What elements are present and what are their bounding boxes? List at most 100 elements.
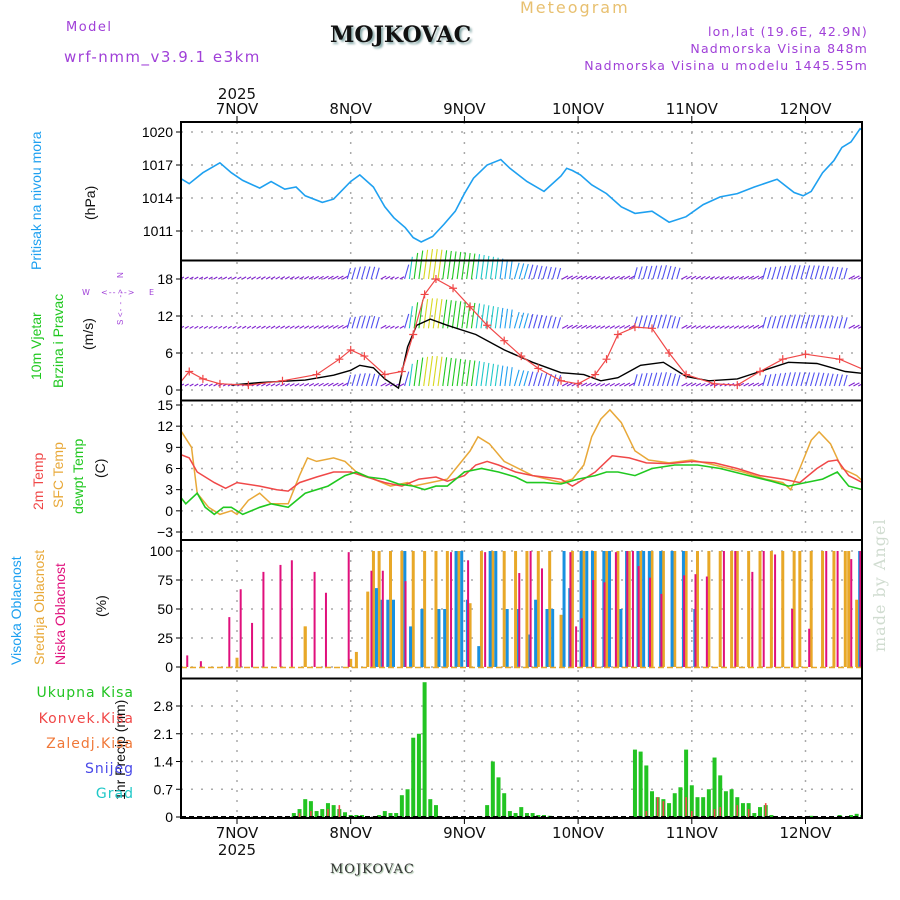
cloud-bar-low	[228, 617, 231, 667]
wind-arrow	[351, 316, 356, 329]
wind-arrow	[800, 265, 806, 280]
wind-arrow	[351, 374, 356, 387]
wind-arrow	[461, 301, 466, 329]
wind-arrow	[280, 325, 286, 329]
wind-arrow	[800, 372, 806, 387]
wind-arrow	[833, 316, 839, 329]
wind-arrow	[365, 266, 371, 280]
wind-arrow	[624, 382, 631, 387]
wind-arrow	[466, 252, 471, 280]
cloud-bar-mid	[792, 551, 796, 667]
y-tick-label: 1014	[142, 190, 173, 206]
precip-bar-total	[701, 797, 706, 817]
wind-arrow	[547, 373, 552, 387]
cloud-bar-high	[608, 551, 612, 667]
wind-arrow	[537, 265, 543, 280]
cloud-bar-low	[313, 571, 316, 667]
wind-arrow	[809, 372, 815, 387]
cloud-bar-high	[374, 588, 378, 667]
wind-arrow	[513, 311, 520, 329]
wind-arrow	[284, 276, 290, 280]
wind-arrow	[466, 359, 471, 387]
y-tick-label: 12	[157, 418, 173, 434]
gust-marker	[835, 355, 844, 364]
cloud-bar-high	[870, 551, 873, 667]
gust-marker	[682, 370, 691, 379]
precip-bar-total	[854, 813, 859, 817]
gust-marker	[557, 376, 566, 385]
day-label-bottom: 8NOV	[329, 824, 372, 842]
wind-arrow	[809, 265, 815, 280]
cloud-bar-high	[454, 551, 458, 667]
wind-arrow	[399, 325, 405, 329]
wind-arrow	[523, 263, 529, 280]
gust-marker	[778, 355, 787, 364]
cloud-bar-high	[585, 551, 589, 667]
cloud-bar-high	[579, 551, 583, 667]
wind-arrow	[198, 383, 204, 387]
wind-arrow	[752, 275, 760, 280]
precip-bar-convective	[327, 809, 329, 817]
wind-arrow	[480, 304, 485, 329]
cloud-bar-mid	[730, 551, 734, 667]
wind-arrow	[189, 383, 194, 387]
wind-arrow	[690, 325, 697, 329]
wind-arrow	[284, 383, 290, 387]
precip-bar-total	[519, 807, 524, 817]
cloud-bar-low	[262, 571, 265, 667]
wind-arrow	[432, 356, 438, 387]
wind-arrow	[451, 358, 457, 387]
wind-arrow	[475, 361, 481, 387]
precip-bar-convective	[691, 811, 693, 817]
gust-marker	[733, 381, 742, 390]
wind-arrow	[256, 276, 261, 280]
cloud-bar-low	[199, 661, 202, 667]
cloud-bar-low	[529, 551, 532, 667]
wind-arrow	[299, 325, 305, 329]
wind-arrow	[700, 325, 706, 329]
wind-arrow	[189, 325, 194, 329]
precip-bar-total	[536, 815, 541, 817]
wind-arrow	[686, 275, 692, 280]
precip-bar-total	[422, 682, 427, 817]
cloud-bars	[186, 551, 873, 667]
wind-arrow	[351, 267, 356, 280]
day-label-bottom: 11NOV	[666, 824, 719, 842]
wind-arrow	[642, 372, 648, 387]
y-tick-label: 6	[165, 345, 173, 361]
wind-arrow	[294, 325, 300, 329]
wind-arrow	[203, 276, 209, 280]
gust-marker	[591, 370, 600, 379]
wind-arrow	[370, 373, 376, 387]
wind-arrow	[194, 325, 199, 329]
wind-arrow	[518, 312, 525, 329]
cloud-bar-high	[551, 609, 555, 667]
wind-arrow	[380, 275, 387, 280]
cloud-bar-mid	[349, 658, 353, 667]
cloud-bar-mid	[445, 551, 449, 667]
cloud-bar-mid	[468, 603, 472, 667]
cloud-bar-low	[626, 551, 629, 667]
wind-arrow	[390, 325, 395, 329]
wind-arrow	[442, 250, 448, 280]
wind-arrow	[657, 372, 663, 387]
y-tick-label: 2.8	[154, 698, 174, 714]
cloud-bar-low	[660, 593, 663, 667]
cloud-bar-mid	[735, 551, 739, 667]
wind-arrow	[829, 373, 834, 387]
wind-arrow	[275, 383, 281, 387]
y-tick-label: 75	[157, 572, 173, 588]
wind-arrow	[265, 276, 271, 280]
wind-arrow	[771, 316, 777, 329]
cloud-bar-low	[370, 570, 373, 667]
wind-arrow	[385, 275, 391, 280]
gust-marker	[431, 275, 440, 283]
cloud-bar-low	[791, 609, 794, 667]
cloud-bar-mid	[605, 551, 609, 667]
cloud-bar-mid	[781, 551, 785, 667]
wind-arrow	[346, 267, 351, 280]
wind-arrow	[461, 252, 466, 280]
gust-marker	[466, 302, 475, 311]
wind-arrow	[719, 276, 725, 280]
precip-bar-total	[632, 749, 637, 817]
